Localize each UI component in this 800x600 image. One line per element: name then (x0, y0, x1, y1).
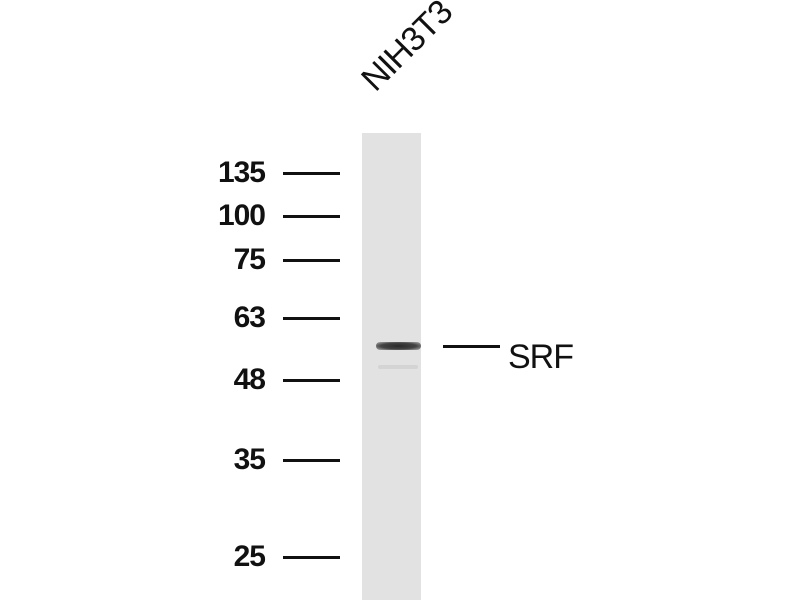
marker-63: 63 (190, 303, 340, 333)
marker-25: 25 (190, 542, 340, 572)
marker-tick (283, 379, 340, 382)
target-indicator-line (443, 345, 500, 348)
faint-band (378, 365, 418, 369)
marker-35: 35 (190, 445, 340, 475)
marker-tick (283, 215, 340, 218)
marker-label: 48 (233, 363, 266, 396)
marker-label: 35 (233, 443, 266, 476)
marker-tick (283, 556, 340, 559)
marker-tick (283, 317, 340, 320)
marker-tick (283, 259, 340, 262)
marker-tick (283, 172, 340, 175)
srf-band (376, 342, 421, 350)
marker-label: 75 (233, 243, 266, 276)
marker-48: 48 (190, 365, 340, 395)
marker-label: 100 (217, 199, 266, 232)
lane-label-nih3t3: NIH3T3 (354, 0, 460, 99)
marker-75: 75 (190, 245, 340, 275)
marker-tick (283, 459, 340, 462)
target-label-srf: SRF (508, 338, 574, 376)
marker-label: 135 (217, 156, 266, 189)
marker-label: 63 (233, 301, 266, 334)
marker-label: 25 (233, 540, 266, 573)
marker-135: 135 (190, 158, 340, 188)
marker-100: 100 (190, 201, 340, 231)
